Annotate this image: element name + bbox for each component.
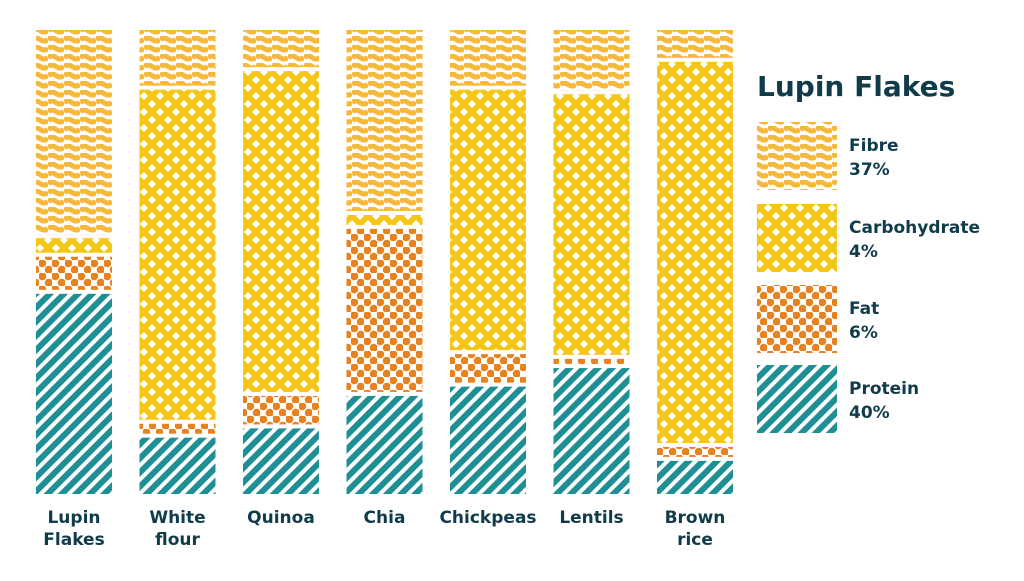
bar-segment-lupin-flakes-fat xyxy=(36,256,112,290)
bar-segment-quinoa-fibre xyxy=(243,30,319,68)
bar-segment-lentils-protein xyxy=(553,368,630,494)
bar-segment-lupin-flakes-fibre xyxy=(36,30,112,235)
bar-segment-chickpeas-carbohydrate xyxy=(450,89,526,351)
category-label-lupin-flakes: Lupin Flakes xyxy=(43,508,104,550)
category-label-quinoa: Quinoa xyxy=(247,508,315,528)
legend-title: Lupin Flakes xyxy=(757,70,955,103)
legend-label-protein: Protein xyxy=(849,379,919,399)
bar-segment-white-flour-carbohydrate xyxy=(139,89,216,420)
bar-segment-brown-rice-fat xyxy=(657,446,733,457)
category-label-white-flour: White flour xyxy=(149,508,205,550)
bar-segment-white-flour-fat xyxy=(139,423,216,434)
bar-segment-lupin-flakes-carbohydrate xyxy=(36,238,112,253)
legend-label-carbohydrate: Carbohydrate xyxy=(849,218,980,238)
legend-value-fat: 6% xyxy=(849,323,878,343)
bar-segment-chickpeas-fibre xyxy=(450,30,526,86)
category-label-lentils: Lentils xyxy=(559,508,623,528)
bar-segment-brown-rice-fibre xyxy=(657,30,733,58)
bar-segment-chickpeas-fat xyxy=(450,354,526,383)
bars-layer xyxy=(36,30,733,494)
bar-segment-quinoa-carbohydrate xyxy=(243,71,319,392)
bar-segment-quinoa-protein xyxy=(243,428,319,494)
legend: Lupin Flakes Fibre 37% Carbohydrate 4% Fat 6% P… xyxy=(757,70,980,433)
legend-label-fibre: Fibre xyxy=(849,136,899,156)
category-label-chickpeas: Chickpeas xyxy=(439,508,536,528)
bar-segment-chia-protein xyxy=(346,395,423,494)
legend-value-protein: 40% xyxy=(849,403,890,423)
category-label-chia: Chia xyxy=(364,508,406,528)
category-labels: Lupin Flakes White flour Quinoa Chia Chickpeas… xyxy=(43,508,725,550)
legend-swatch-protein xyxy=(757,365,837,433)
bar-segment-chickpeas-protein xyxy=(450,386,526,494)
bar-segment-quinoa-fat xyxy=(243,395,319,425)
bar-segment-chia-fat xyxy=(346,228,423,392)
bar-segment-chia-fibre xyxy=(346,30,423,211)
legend-value-fibre: 37% xyxy=(849,160,890,180)
legend-value-carbohydrate: 4% xyxy=(849,242,878,262)
legend-swatch-fibre xyxy=(757,122,837,190)
bar-segment-white-flour-fibre xyxy=(139,30,216,86)
bar-segment-lentils-fibre xyxy=(553,30,630,91)
bar-segment-lentils-fat xyxy=(553,358,630,365)
legend-swatch-fat xyxy=(757,285,837,353)
bar-segment-lupin-flakes-protein xyxy=(36,293,112,494)
bar-segment-brown-rice-carbohydrate xyxy=(657,61,733,443)
bar-segment-white-flour-protein xyxy=(139,437,216,494)
category-label-brown-rice: Brown rice xyxy=(665,508,726,550)
bar-segment-brown-rice-protein xyxy=(657,460,733,494)
legend-label-fat: Fat xyxy=(849,299,879,319)
legend-swatch-carbohydrate xyxy=(757,204,837,272)
bar-segment-lentils-carbohydrate xyxy=(553,94,630,355)
bar-segment-chia-carbohydrate xyxy=(346,214,423,225)
